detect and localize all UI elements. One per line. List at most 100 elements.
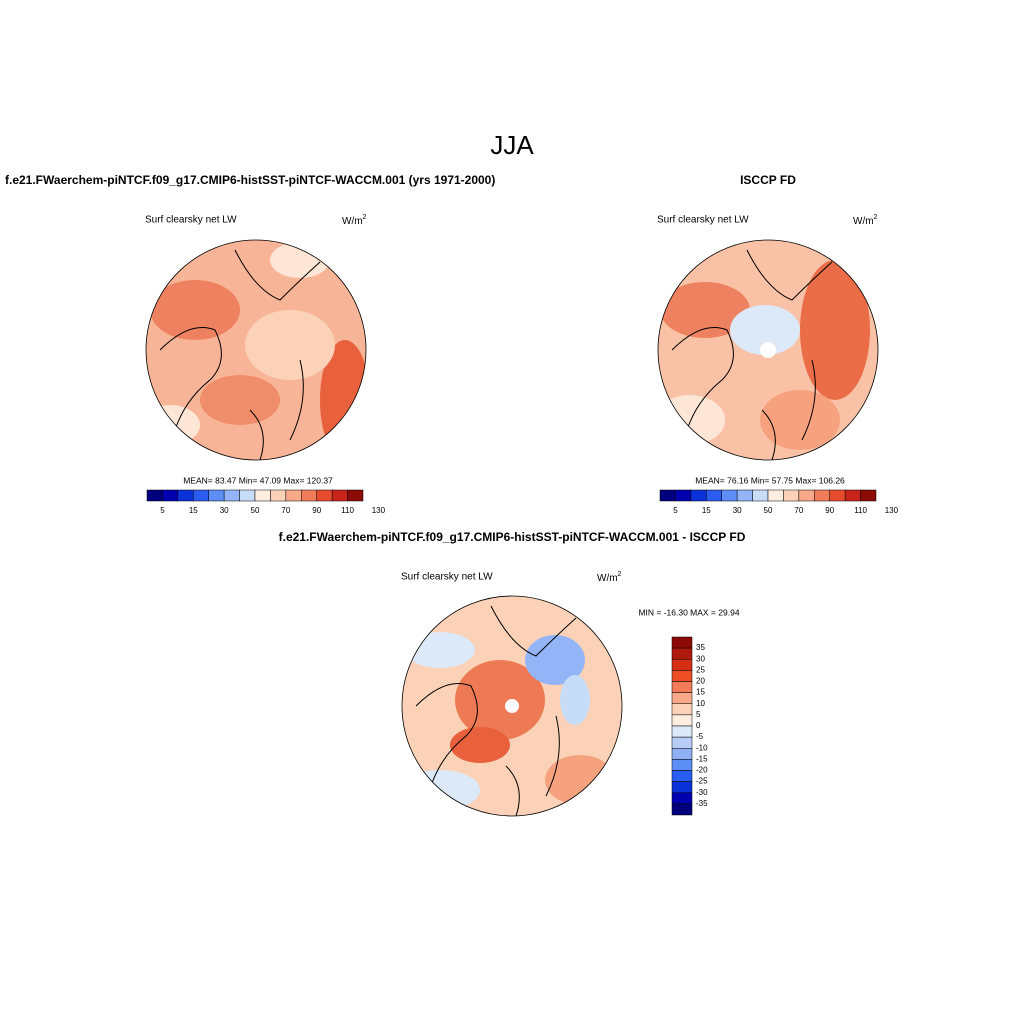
colorbar-box <box>721 489 738 502</box>
variable-label: Surf clearsky net LW <box>401 572 493 583</box>
colorbar-box <box>671 803 693 816</box>
colorbar-box <box>671 647 693 660</box>
colorbar-box <box>829 489 846 502</box>
colorbar-box <box>671 736 693 749</box>
units-sup: 2 <box>363 214 367 221</box>
colorbar-box <box>706 489 722 502</box>
colorbar: 5 15 30 50 70 90 110 130 <box>146 489 386 515</box>
colorbar-box <box>177 489 194 502</box>
units: W/m <box>853 216 874 227</box>
stats: MEAN= 76.16 Min= 57.75 Max= 106.26 <box>695 475 845 485</box>
colorbar-box <box>671 703 693 716</box>
variable-label: Surf clearsky net LW <box>145 215 237 226</box>
colorbar-label: 5 <box>696 710 701 719</box>
colorbar-label: -5 <box>696 732 704 741</box>
colorbar-label: 30 <box>220 506 229 515</box>
map-border <box>401 595 623 817</box>
colorbar-box <box>675 489 692 502</box>
units-sup: 2 <box>874 214 878 221</box>
colorbar-label: 110 <box>854 506 867 515</box>
units-label: W/m2 <box>853 214 878 227</box>
colorbar-label: 10 <box>696 699 705 708</box>
colorbar-label: 50 <box>764 506 773 515</box>
colorbar-box <box>798 489 815 502</box>
colorbar-box <box>270 489 287 502</box>
colorbar-box <box>208 489 225 502</box>
colorbar-label: -10 <box>696 743 708 752</box>
colorbar-label: 30 <box>733 506 742 515</box>
colorbar-label: -30 <box>696 788 708 797</box>
colorbar-box <box>860 489 877 502</box>
colorbar-box <box>671 714 693 727</box>
colorbar-box <box>162 489 179 502</box>
colorbar-box <box>671 681 693 693</box>
colorbar-label: 30 <box>696 654 705 663</box>
colorbar-label: 5 <box>160 506 165 515</box>
colorbar-box <box>659 489 676 502</box>
colorbar-box <box>671 725 693 738</box>
colorbar-label: 70 <box>794 506 803 515</box>
units: W/m <box>597 573 618 584</box>
map <box>146 240 366 460</box>
colorbar-label: 25 <box>696 665 705 674</box>
colorbar-label: 110 <box>341 506 354 515</box>
colorbar-box <box>671 792 693 805</box>
colorbar-label: -25 <box>696 777 708 786</box>
colorbar-label: 90 <box>312 506 321 515</box>
colorbar-box <box>752 489 769 502</box>
map <box>658 240 878 460</box>
case-title: ISCCP FD <box>740 173 796 187</box>
colorbar-box <box>146 489 163 502</box>
colorbar-label: 35 <box>696 643 705 652</box>
colorbar-label: 5 <box>673 506 678 515</box>
colorbar-box <box>671 748 693 760</box>
colorbar-label: 130 <box>372 506 386 515</box>
colorbar-box <box>193 489 209 502</box>
colorbar-label: -15 <box>696 754 708 763</box>
colorbar-box <box>690 489 707 502</box>
variable-label: Surf clearsky net LW <box>657 215 749 226</box>
case-title: f.e21.FWaerchem-piNTCF.f09_g17.CMIP6-his… <box>5 173 495 187</box>
colorbar-box <box>285 489 302 502</box>
colorbar-label: 15 <box>189 506 198 515</box>
colorbar-box <box>736 489 753 502</box>
units-label: W/m2 <box>597 571 622 584</box>
colorbar-label: 50 <box>251 506 260 515</box>
colorbar-label: -20 <box>696 766 708 775</box>
map-border <box>657 239 879 461</box>
colorbar-label: -35 <box>696 799 708 808</box>
units-label: W/m2 <box>342 214 367 227</box>
colorbar-box <box>239 489 256 502</box>
colorbar-box <box>814 489 830 502</box>
stats: MEAN= 83.47 Min= 47.09 Max= 120.37 <box>183 475 333 485</box>
colorbar-box <box>671 670 693 682</box>
colorbar-box <box>767 489 784 502</box>
units-sup: 2 <box>618 571 622 578</box>
colorbar-label: 15 <box>696 688 705 697</box>
units: W/m <box>342 216 363 227</box>
colorbar-box <box>671 759 693 771</box>
colorbar-box <box>671 636 693 649</box>
colorbar: 35 30 25 20 15 10 5 0 -5 -10 -15 -20 -25 -30 -35 <box>671 636 708 816</box>
colorbar-box <box>671 659 693 671</box>
colorbar-label: 90 <box>825 506 834 515</box>
colorbar-box <box>671 692 693 704</box>
colorbar-label: 20 <box>696 677 705 686</box>
colorbar-box <box>671 770 693 782</box>
colorbar-label: 0 <box>696 721 701 730</box>
colorbar-box <box>844 489 861 502</box>
colorbar-label: 70 <box>281 506 290 515</box>
stats: MIN = -16.30 MAX = 29.94 <box>638 607 739 617</box>
colorbar-label: 15 <box>702 506 711 515</box>
colorbar-box <box>316 489 333 502</box>
map-border <box>145 239 367 461</box>
colorbar-label: 130 <box>885 506 899 515</box>
colorbar-box <box>347 489 364 502</box>
colorbar-box <box>783 489 800 502</box>
colorbar-box <box>331 489 348 502</box>
colorbar: 5 15 30 50 70 90 110 130 <box>659 489 899 515</box>
colorbar-box <box>254 489 271 502</box>
map <box>402 596 622 816</box>
case-title: f.e21.FWaerchem-piNTCF.f09_g17.CMIP6-his… <box>279 530 746 544</box>
